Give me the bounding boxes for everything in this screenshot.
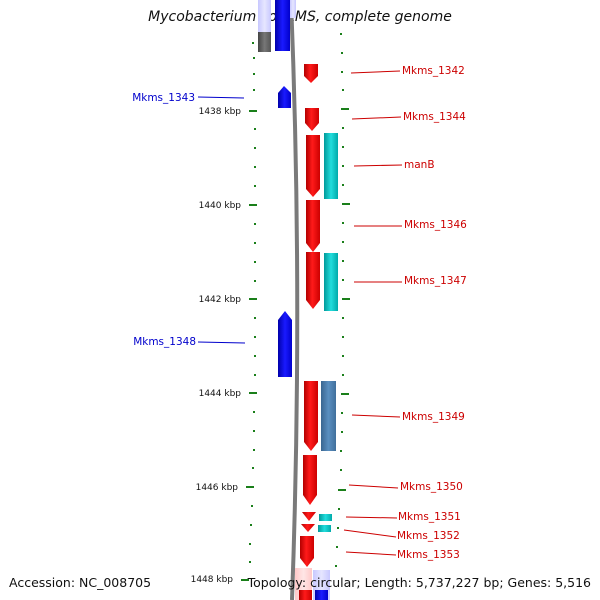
map-title: Mycobacterium sp. KMS, complete genome xyxy=(148,9,452,25)
gene-arrow-mkms-1352 xyxy=(301,524,315,532)
gene-arrow-mkms-1351 xyxy=(302,512,316,521)
gene-arrow-manb xyxy=(306,135,320,197)
cds-block-mkms-1352 xyxy=(318,525,331,532)
gene-arrow-partial-bottom-red xyxy=(299,590,312,600)
gene-label-mkms-1349[interactable]: Mkms_1349 xyxy=(402,411,465,423)
gene-arrow-partial-top-blue xyxy=(275,0,290,51)
gene-label-mkms-1346[interactable]: Mkms_1346 xyxy=(404,219,467,231)
gene-label-mkms-1353[interactable]: Mkms_1353 xyxy=(397,549,460,561)
gene-label-mkms-1343[interactable]: Mkms_1343 xyxy=(132,92,195,104)
gene-arrow-partial-top-pale xyxy=(258,0,271,32)
gene-arrow-mkms-1343 xyxy=(278,86,291,108)
genome-backbone xyxy=(289,0,300,600)
axis-label-1446: 1446 kbp xyxy=(196,483,239,493)
outer-ruler xyxy=(335,33,350,567)
axis-label-1438: 1438 kbp xyxy=(199,107,242,117)
axis-label-1442: 1442 kbp xyxy=(199,295,242,305)
genome-summary-text: Topology: circular; Length: 5,737,227 bp… xyxy=(247,575,591,590)
cds-block-mkms-1347 xyxy=(324,253,338,311)
gene-arrow-mkms-1344 xyxy=(305,108,319,131)
gene-label-manb[interactable]: manB xyxy=(404,159,435,171)
axis-label-1440: 1440 kbp xyxy=(199,201,242,211)
cds-block-manb xyxy=(324,133,338,199)
gene-arrow-partial-top-pale-blue xyxy=(290,0,296,18)
gene-arrow-partial-bottom-blue xyxy=(315,590,328,600)
axis-label-1448: 1448 kbp xyxy=(191,575,234,585)
gene-label-mkms-1344[interactable]: Mkms_1344 xyxy=(403,111,466,123)
forward-gene-labels: Mkms_1342 Mkms_1344 manB Mkms_1346 Mkms_… xyxy=(397,65,467,561)
gene-arrow-mkms-1348 xyxy=(278,311,292,377)
gene-arrow-mkms-1347 xyxy=(306,252,320,309)
gene-arrow-mkms-1349 xyxy=(304,381,318,451)
gene-label-mkms-1350[interactable]: Mkms_1350 xyxy=(400,481,463,493)
gene-label-mkms-1347[interactable]: Mkms_1347 xyxy=(404,275,467,287)
gene-arrow-mkms-1342 xyxy=(304,64,318,83)
gene-label-mkms-1342[interactable]: Mkms_1342 xyxy=(402,65,465,77)
reverse-gene-labels: Mkms_1343 Mkms_1348 xyxy=(132,92,196,348)
inner-ruler xyxy=(241,42,257,581)
cds-block-mkms-1349 xyxy=(321,381,336,451)
gene-label-mkms-1348[interactable]: Mkms_1348 xyxy=(133,336,196,348)
gene-arrow-mkms-1346 xyxy=(306,200,320,252)
reverse-leader-lines xyxy=(197,96,246,344)
cds-block-mkms-1351 xyxy=(319,514,332,521)
gene-arrow-mkms-1350 xyxy=(303,455,317,505)
accession-text: Accession: NC_008705 xyxy=(9,575,152,590)
gene-arrow-mkms-1353 xyxy=(300,536,314,567)
axis-label-1444: 1444 kbp xyxy=(199,389,242,399)
gene-label-mkms-1352[interactable]: Mkms_1352 xyxy=(397,530,460,542)
axis-tick-labels: 1438 kbp 1440 kbp 1442 kbp 1444 kbp 1446… xyxy=(191,107,242,585)
forward-leader-lines xyxy=(343,70,403,556)
gene-label-mkms-1351[interactable]: Mkms_1351 xyxy=(398,511,461,523)
